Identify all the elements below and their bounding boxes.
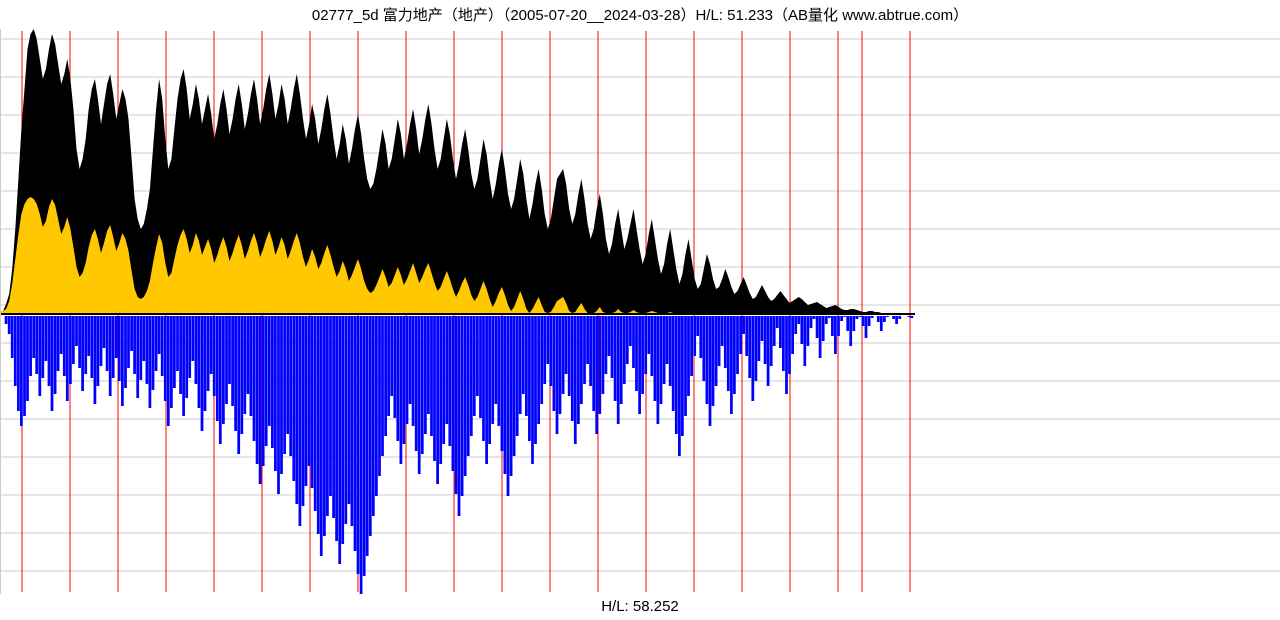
chart-footer: H/L: 58.252 [0,594,1280,619]
chart-plot [0,29,1280,594]
chart-title: 02777_5d 富力地产（地产）（2005-07-20__2024-03-28… [0,0,1280,29]
